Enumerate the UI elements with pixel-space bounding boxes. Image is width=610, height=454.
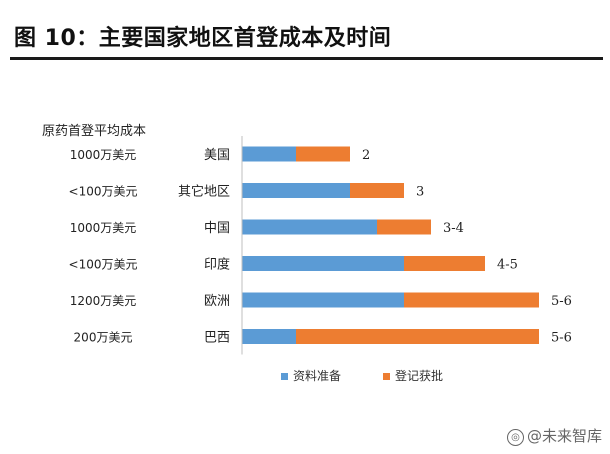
cost-label: <100万美元	[69, 185, 138, 199]
bar-segment-prep	[242, 219, 377, 235]
watermark-text: @未来智库	[526, 427, 602, 445]
data-label: 5-6	[551, 331, 572, 346]
watermark: ◎ @未来智库	[506, 425, 602, 446]
category-label: 其它地区	[178, 184, 230, 200]
cost-label: 1000万美元	[70, 221, 137, 235]
bar-segment-prep	[242, 256, 404, 271]
bar-segment-approval	[377, 219, 431, 235]
category-label: 巴西	[204, 331, 230, 346]
logo-icon: ◎	[506, 429, 524, 446]
data-label: 2	[362, 148, 370, 163]
data-label: 3	[416, 185, 424, 200]
legend-label: 资料准备	[293, 369, 341, 383]
legend-swatch	[281, 373, 288, 380]
data-label: 5-6	[551, 294, 572, 309]
category-label: 中国	[204, 221, 230, 236]
bar-segment-prep	[242, 146, 296, 162]
legend-label: 登记获批	[395, 368, 443, 383]
bar-segment-approval	[404, 256, 485, 271]
bar-segment-prep	[242, 329, 296, 344]
cost-header-label: 原药首登平均成本	[42, 124, 146, 139]
category-label: 印度	[204, 257, 230, 273]
category-label: 欧洲	[204, 294, 230, 309]
cost-label: 1200万美元	[70, 294, 137, 308]
data-label: 3-4	[443, 221, 464, 236]
legend-swatch	[383, 373, 390, 380]
cost-label: 1000万美元	[70, 148, 137, 162]
data-label: 4-5	[497, 258, 518, 273]
figure-title: 图 10：主要国家地区首登成本及时间	[14, 26, 392, 51]
bar-segment-approval	[296, 146, 350, 162]
bar-segment-approval	[350, 183, 404, 198]
chart-legend: 资料准备 登记获批	[281, 368, 443, 383]
bar-segment-prep	[242, 292, 404, 308]
cost-label: <100万美元	[69, 258, 138, 272]
bar-segment-approval	[296, 329, 539, 344]
category-label: 美国	[204, 148, 230, 163]
title-underline	[10, 57, 603, 60]
cost-label: 200万美元	[74, 331, 133, 345]
bar-segment-approval	[404, 292, 539, 308]
bar-segment-prep	[242, 183, 350, 198]
